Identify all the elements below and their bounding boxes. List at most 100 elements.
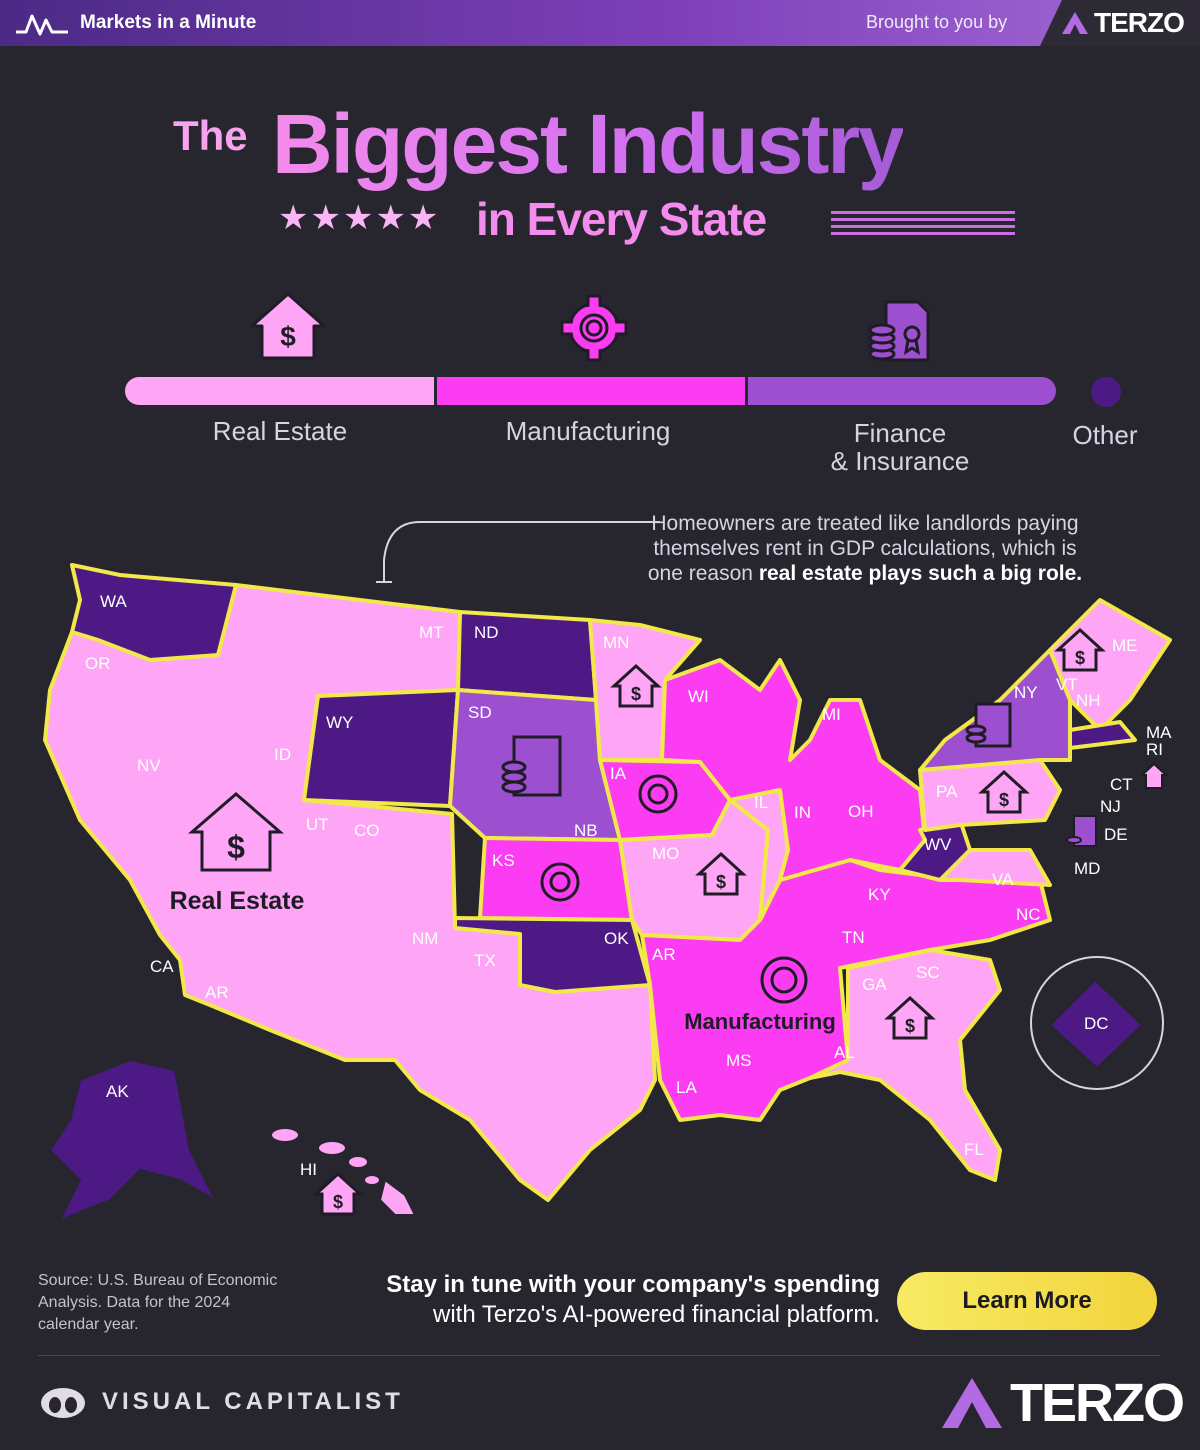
state-label-NY: NY — [1014, 683, 1038, 702]
state-VA — [938, 848, 1052, 887]
state-HI — [270, 1127, 417, 1216]
cta-headline: Stay in tune with your company's spendin… — [386, 1271, 880, 1298]
terzo-mark-icon — [942, 1378, 1002, 1428]
state-label-ID: ID — [274, 745, 291, 764]
house-dollar-icon: $ — [187, 792, 285, 872]
state-label-NV: NV — [137, 756, 161, 775]
state-label-TX: TX — [474, 951, 496, 970]
gear-icon — [540, 862, 580, 902]
state-label-NJ: NJ — [1100, 797, 1121, 816]
state-label-SC: SC — [916, 963, 940, 982]
state-OK — [453, 916, 652, 994]
state-label-WI: WI — [688, 687, 709, 706]
top-bar: Markets in a Minute Brought to you by TE… — [0, 0, 1200, 46]
state-label-WV: WV — [924, 835, 952, 854]
legend-label-other: Other — [1072, 420, 1138, 450]
svg-text:$: $ — [333, 1192, 343, 1212]
state-label-IN: IN — [794, 803, 811, 822]
state-label-ND: ND — [474, 623, 499, 642]
state-label-MA: MA — [1146, 723, 1172, 742]
state-label-RI: RI — [1146, 740, 1163, 759]
cta-subline: with Terzo's AI-powered financial platfo… — [432, 1301, 880, 1328]
legend-label-real-estate: Real Estate — [212, 416, 348, 446]
footer-divider — [38, 1355, 1160, 1356]
svg-text:$: $ — [227, 829, 245, 865]
page-subtitle: in Every State — [476, 193, 767, 245]
annotation-leader — [376, 521, 660, 583]
region-label-real-estate: Real Estate — [170, 887, 305, 915]
state-label-AR-west: AR — [205, 983, 229, 1002]
state-WY — [302, 688, 460, 808]
state-label-IL: IL — [754, 793, 768, 812]
annotation-bold: real estate plays such a big role. — [758, 562, 1083, 585]
state-label-CA: CA — [150, 957, 174, 976]
state-label-NH: NH — [1076, 691, 1101, 710]
state-label-NB: NB — [574, 821, 598, 840]
sponsor-name: TERZO — [1094, 7, 1185, 38]
state-label-GA: GA — [862, 975, 887, 994]
state-label-VA: VA — [992, 870, 1014, 889]
state-label-PA: PA — [936, 782, 958, 801]
svg-text:$: $ — [905, 1016, 915, 1036]
coins-certificate-icon — [965, 702, 1012, 748]
footer-sponsor-name: TERZO — [1010, 1373, 1185, 1433]
state-label-SD: SD — [468, 703, 492, 722]
sponsor-logo[interactable]: TERZO — [1040, 0, 1200, 46]
legend-dot-other — [1091, 377, 1121, 407]
us-map: $ $ $ $ $ $ $ Real Estate Manufacturing … — [43, 521, 1172, 1222]
cta-text: Stay in tune with your company's spendin… — [300, 1270, 880, 1330]
house-dollar-icon: $ — [695, 851, 747, 896]
house-dollar-icon: $ — [978, 769, 1030, 814]
footer-sponsor-logo[interactable]: TERZO — [940, 1372, 1185, 1434]
house-dollar-icon: $ — [884, 995, 936, 1040]
brand-label: Markets in a Minute — [80, 12, 257, 33]
legend-label-manufacturing: Manufacturing — [505, 416, 671, 446]
state-label-MI: MI — [822, 705, 841, 724]
stars-decoration: ★★★★★ — [278, 199, 441, 237]
state-label-MT: MT — [419, 623, 444, 642]
state-label-AL: AL — [834, 1043, 855, 1062]
region-label-manufacturing: Manufacturing — [684, 1009, 836, 1034]
annotation-text: Homeowners are treated like landlords pa… — [647, 512, 1079, 585]
source-note: Source: U.S. Bureau of Economic Analysis… — [38, 1272, 278, 1333]
state-label-NM: NM — [412, 929, 438, 948]
house-dollar-icon: $ — [1054, 627, 1106, 672]
state-label-UT: UT — [306, 815, 329, 834]
state-DC — [1048, 978, 1144, 1070]
state-label-AK: AK — [106, 1082, 129, 1101]
house-dollar-icon: $ — [610, 663, 662, 708]
state-label-WY: WY — [326, 713, 353, 732]
gear-icon — [760, 956, 808, 1004]
state-label-NC: NC — [1016, 905, 1041, 924]
legend-bar-real-estate — [125, 377, 434, 405]
state-label-OH: OH — [848, 802, 874, 821]
svg-text:$: $ — [999, 790, 1009, 810]
state-label-WA: WA — [100, 592, 127, 611]
brought-by-text: Brought to you by — [866, 12, 1008, 32]
page-title: Biggest Industry — [272, 97, 905, 191]
state-AK — [48, 1058, 218, 1222]
publisher-logo[interactable]: VISUAL CAPITALIST — [38, 1383, 404, 1421]
state-label-MD: MD — [1074, 859, 1100, 878]
gear-icon — [638, 774, 678, 814]
terzo-mark-icon — [1062, 12, 1088, 34]
legend-label-finance: Finance & Insurance — [830, 418, 970, 476]
svg-text:$: $ — [716, 872, 726, 892]
svg-text:$: $ — [631, 684, 641, 704]
learn-more-button[interactable]: Learn More — [897, 1272, 1157, 1330]
decorative-lines — [831, 211, 1015, 235]
state-label-KY: KY — [868, 885, 891, 904]
state-label-CO: CO — [354, 821, 380, 840]
state-label-MS: MS — [726, 1051, 752, 1070]
state-label-TN: TN — [842, 928, 865, 947]
state-label-AR: AR — [652, 945, 676, 964]
state-label-DE: DE — [1104, 825, 1128, 844]
state-label-VT: VT — [1056, 675, 1078, 694]
state-label-IA: IA — [610, 764, 627, 783]
state-label-OR: OR — [85, 654, 111, 673]
state-label-FL: FL — [964, 1140, 984, 1159]
title-the: The — [173, 112, 248, 159]
svg-text:$: $ — [1075, 648, 1085, 668]
pulse-logo-icon — [16, 14, 68, 36]
markets-in-a-minute-brand: Markets in a Minute — [14, 10, 256, 36]
